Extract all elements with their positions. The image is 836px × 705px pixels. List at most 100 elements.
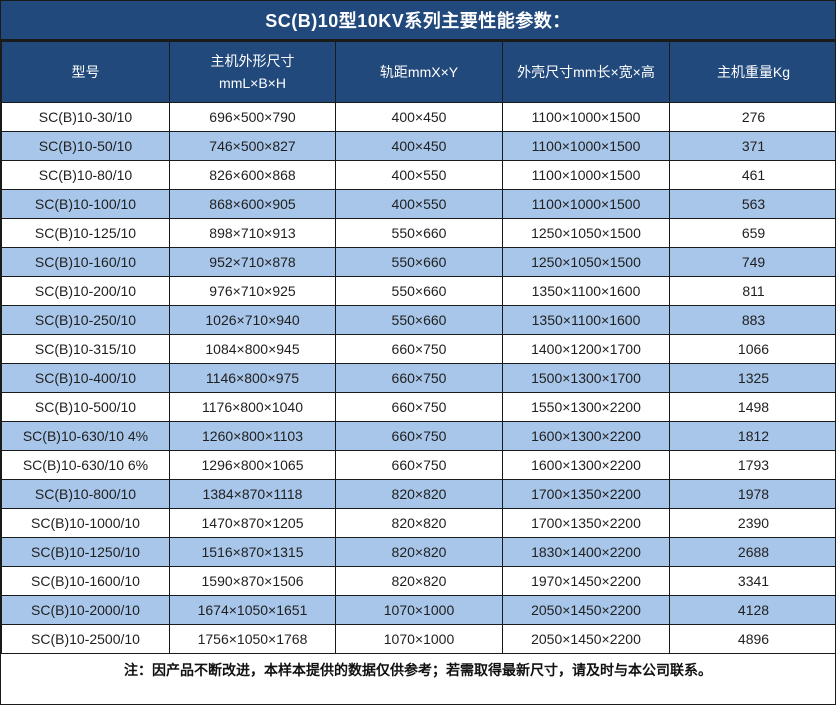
cell-weight: 1498 (669, 392, 835, 422)
header-dimensions-line2: mmL×B×H (219, 75, 286, 91)
footer-note: 注：因产品不断改进，本样本提供的数据仅供参考；若需取得最新尺寸，请及时与本公司联… (1, 654, 835, 685)
cell-model: SC(B)10-1000/10 (1, 508, 170, 538)
table-row: SC(B)10-1600/10 1590×870×1506 820×820 19… (1, 566, 835, 596)
cell-dimensions: 1590×870×1506 (169, 566, 336, 596)
cell-weight: 1812 (669, 421, 835, 451)
table-row: SC(B)10-200/10 976×710×925 550×660 1350×… (1, 276, 835, 306)
cell-rail-gauge: 550×660 (335, 276, 503, 306)
cell-model: SC(B)10-250/10 (1, 305, 170, 335)
cell-shell-size: 2050×1450×2200 (502, 624, 670, 654)
cell-model: SC(B)10-100/10 (1, 189, 170, 219)
cell-dimensions: 1296×800×1065 (169, 450, 336, 480)
cell-weight: 1066 (669, 334, 835, 364)
cell-shell-size: 1500×1300×1700 (502, 363, 670, 393)
cell-shell-size: 1400×1200×1700 (502, 334, 670, 364)
header-shell-size: 外壳尺寸mm长×宽×高 (502, 41, 670, 103)
cell-rail-gauge: 1070×1000 (335, 595, 503, 625)
cell-model: SC(B)10-30/10 (1, 102, 170, 132)
cell-weight: 4896 (669, 624, 835, 654)
table-header: 型号 主机外形尺寸 mmL×B×H 轨距mmX×Y 外壳尺寸mm长×宽×高 主机… (1, 41, 835, 103)
cell-rail-gauge: 550×660 (335, 247, 503, 277)
cell-rail-gauge: 1070×1000 (335, 624, 503, 654)
cell-weight: 3341 (669, 566, 835, 596)
cell-dimensions: 696×500×790 (169, 102, 336, 132)
header-dimensions-line1: 主机外形尺寸 (210, 53, 295, 69)
cell-dimensions: 1176×800×1040 (169, 392, 336, 422)
cell-rail-gauge: 820×820 (335, 479, 503, 509)
table-row: SC(B)10-160/10 952×710×878 550×660 1250×… (1, 247, 835, 277)
header-row: 型号 主机外形尺寸 mmL×B×H 轨距mmX×Y 外壳尺寸mm长×宽×高 主机… (1, 41, 835, 103)
cell-dimensions: 826×600×868 (169, 160, 336, 190)
cell-model: SC(B)10-2500/10 (1, 624, 170, 654)
table-row: SC(B)10-100/10 868×600×905 400×550 1100×… (1, 189, 835, 219)
cell-model: SC(B)10-500/10 (1, 392, 170, 422)
cell-rail-gauge: 820×820 (335, 566, 503, 596)
cell-weight: 4128 (669, 595, 835, 625)
cell-dimensions: 976×710×925 (169, 276, 336, 306)
cell-dimensions: 1516×870×1315 (169, 537, 336, 567)
cell-dimensions: 952×710×878 (169, 247, 336, 277)
cell-weight: 883 (669, 305, 835, 335)
header-rail-gauge: 轨距mmX×Y (335, 41, 503, 103)
cell-rail-gauge: 400×450 (335, 102, 503, 132)
cell-shell-size: 1350×1100×1600 (502, 276, 670, 306)
table-row: SC(B)10-80/10 826×600×868 400×550 1100×1… (1, 160, 835, 190)
cell-weight: 461 (669, 160, 835, 190)
cell-rail-gauge: 400×550 (335, 189, 503, 219)
cell-rail-gauge: 660×750 (335, 421, 503, 451)
cell-weight: 749 (669, 247, 835, 277)
cell-weight: 563 (669, 189, 835, 219)
table-row: SC(B)10-30/10 696×500×790 400×450 1100×1… (1, 102, 835, 132)
header-model: 型号 (1, 41, 170, 103)
cell-rail-gauge: 820×820 (335, 508, 503, 538)
cell-dimensions: 898×710×913 (169, 218, 336, 248)
cell-rail-gauge: 660×750 (335, 450, 503, 480)
cell-shell-size: 1600×1300×2200 (502, 450, 670, 480)
table-row: SC(B)10-2500/10 1756×1050×1768 1070×1000… (1, 624, 835, 654)
cell-rail-gauge: 400×450 (335, 131, 503, 161)
table-row: SC(B)10-250/10 1026×710×940 550×660 1350… (1, 305, 835, 335)
cell-weight: 1793 (669, 450, 835, 480)
cell-rail-gauge: 660×750 (335, 363, 503, 393)
cell-shell-size: 1970×1450×2200 (502, 566, 670, 596)
cell-dimensions: 1384×870×1118 (169, 479, 336, 509)
cell-model: SC(B)10-630/10 4% (1, 421, 170, 451)
cell-dimensions: 1674×1050×1651 (169, 595, 336, 625)
header-weight: 主机重量Kg (669, 41, 835, 103)
cell-model: SC(B)10-400/10 (1, 363, 170, 393)
table-row: SC(B)10-125/10 898×710×913 550×660 1250×… (1, 218, 835, 248)
cell-shell-size: 1600×1300×2200 (502, 421, 670, 451)
cell-model: SC(B)10-50/10 (1, 131, 170, 161)
cell-shell-size: 1700×1350×2200 (502, 479, 670, 509)
table-row: SC(B)10-630/10 6% 1296×800×1065 660×750 … (1, 450, 835, 480)
table-row: SC(B)10-400/10 1146×800×975 660×750 1500… (1, 363, 835, 393)
cell-rail-gauge: 550×660 (335, 305, 503, 335)
cell-model: SC(B)10-80/10 (1, 160, 170, 190)
cell-shell-size: 1100×1000×1500 (502, 102, 670, 132)
cell-dimensions: 1260×800×1103 (169, 421, 336, 451)
cell-model: SC(B)10-200/10 (1, 276, 170, 306)
cell-shell-size: 1100×1000×1500 (502, 131, 670, 161)
cell-shell-size: 1250×1050×1500 (502, 218, 670, 248)
cell-weight: 1325 (669, 363, 835, 393)
cell-dimensions: 1026×710×940 (169, 305, 336, 335)
cell-model: SC(B)10-160/10 (1, 247, 170, 277)
spec-table: 型号 主机外形尺寸 mmL×B×H 轨距mmX×Y 外壳尺寸mm长×宽×高 主机… (1, 41, 835, 654)
cell-dimensions: 746×500×827 (169, 131, 336, 161)
cell-dimensions: 1084×800×945 (169, 334, 336, 364)
cell-weight: 2688 (669, 537, 835, 567)
cell-model: SC(B)10-800/10 (1, 479, 170, 509)
cell-dimensions: 1756×1050×1768 (169, 624, 336, 654)
table-row: SC(B)10-630/10 4% 1260×800×1103 660×750 … (1, 421, 835, 451)
table-row: SC(B)10-2000/10 1674×1050×1651 1070×1000… (1, 595, 835, 625)
cell-model: SC(B)10-2000/10 (1, 595, 170, 625)
cell-rail-gauge: 660×750 (335, 334, 503, 364)
cell-shell-size: 1350×1100×1600 (502, 305, 670, 335)
table-row: SC(B)10-50/10 746×500×827 400×450 1100×1… (1, 131, 835, 161)
cell-shell-size: 2050×1450×2200 (502, 595, 670, 625)
cell-dimensions: 1146×800×975 (169, 363, 336, 393)
cell-rail-gauge: 820×820 (335, 537, 503, 567)
cell-model: SC(B)10-125/10 (1, 218, 170, 248)
table-row: SC(B)10-315/10 1084×800×945 660×750 1400… (1, 334, 835, 364)
